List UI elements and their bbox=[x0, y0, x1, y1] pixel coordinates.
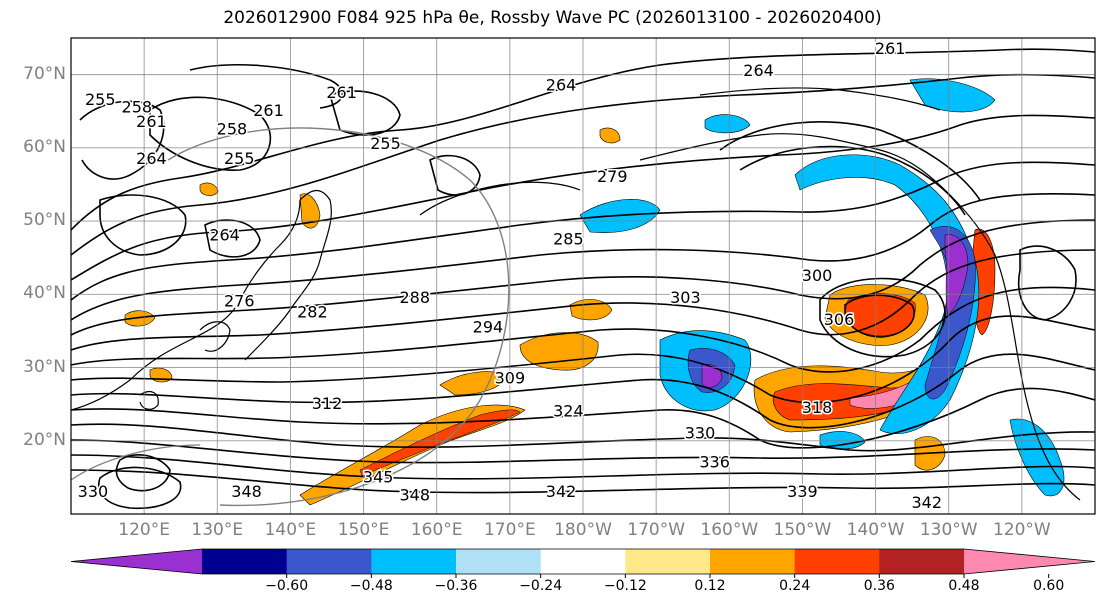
colorbar-extend-low bbox=[71, 549, 202, 574]
colorbar-segment bbox=[794, 549, 880, 574]
colorbar-tick-label: −0.48 bbox=[349, 578, 393, 594]
plot-frame bbox=[70, 37, 1096, 515]
colorbar bbox=[70, 548, 1096, 578]
contour-label: 306 bbox=[824, 310, 855, 329]
latitude-tick-label: 60°N bbox=[23, 136, 66, 157]
latitude-tick-label: 50°N bbox=[23, 210, 66, 231]
contour-label: 342 bbox=[546, 482, 577, 501]
contour-label: 261 bbox=[326, 83, 357, 102]
contour-label: 258 bbox=[122, 98, 153, 117]
contour-label: 264 bbox=[743, 61, 774, 80]
longitude-tick-label: 180°W bbox=[554, 520, 612, 540]
colorbar-segment bbox=[456, 549, 542, 574]
negative-anomaly-patch bbox=[909, 78, 996, 113]
colorbar-tick-label: −0.36 bbox=[434, 578, 478, 594]
extreme-negative-anomaly-arc bbox=[944, 234, 969, 316]
colorbar-segment bbox=[202, 549, 288, 574]
contour-label: 261 bbox=[875, 39, 906, 58]
longitude-tick-label: 160°E bbox=[410, 520, 463, 540]
contour-label: 282 bbox=[297, 303, 328, 322]
contour-label: 309 bbox=[495, 369, 526, 388]
contour-label: 276 bbox=[224, 292, 255, 311]
latitude-tick-label: 20°N bbox=[23, 429, 66, 450]
coastlines bbox=[71, 87, 1081, 501]
colorbar-extend-high bbox=[964, 549, 1095, 574]
contour-label: 264 bbox=[209, 226, 240, 245]
positive-anomaly-patch bbox=[124, 310, 156, 327]
colorbar-tick-label: 0.60 bbox=[1033, 578, 1065, 594]
contour-label: 258 bbox=[217, 120, 248, 139]
colorbar-tick-label: −0.60 bbox=[265, 578, 309, 594]
contour-label: 264 bbox=[546, 76, 577, 95]
colorbar-segment bbox=[371, 549, 457, 574]
longitude-tick-label: 130°W bbox=[919, 520, 978, 540]
gridlines bbox=[71, 38, 1095, 514]
positive-anomaly-patch bbox=[199, 182, 219, 196]
longitude-tick-label: 170°E bbox=[483, 520, 536, 540]
colorbar-segment bbox=[879, 549, 965, 574]
contour-label: 318 bbox=[802, 398, 833, 417]
latitude-tick-label: 70°N bbox=[23, 63, 66, 84]
positive-anomaly-patch bbox=[439, 371, 506, 396]
longitude-tick-label: 150°E bbox=[337, 520, 390, 540]
colorbar-tick-label: 0.48 bbox=[948, 578, 980, 594]
contour-label: 285 bbox=[553, 229, 584, 248]
contour-label: 312 bbox=[312, 394, 343, 413]
theta-e-contours bbox=[71, 48, 1095, 510]
longitude-tick-label: 170°W bbox=[627, 520, 686, 540]
positive-anomaly-patch bbox=[519, 332, 599, 371]
contour-label: 348 bbox=[399, 486, 430, 505]
colorbar-tick-label: 0.36 bbox=[863, 578, 895, 594]
contour-label: 255 bbox=[370, 134, 401, 153]
contour-label: 345 bbox=[363, 467, 394, 486]
contour-label: 261 bbox=[136, 112, 167, 131]
colorbar-segment bbox=[625, 549, 711, 574]
longitude-tick-label: 130°E bbox=[191, 520, 244, 540]
colorbar-tick-label: 0.12 bbox=[694, 578, 726, 594]
contour-label: 294 bbox=[473, 317, 504, 336]
contour-label: 255 bbox=[85, 90, 116, 109]
contour-label: 339 bbox=[787, 482, 818, 501]
contour-label: 336 bbox=[699, 453, 730, 472]
contour-label: 261 bbox=[253, 101, 284, 120]
longitude-tick-label: 140°W bbox=[846, 520, 905, 540]
colorbar-tick-label: −0.24 bbox=[519, 578, 563, 594]
contour-label: 342 bbox=[911, 493, 942, 512]
longitude-tick-label: 140°E bbox=[264, 520, 317, 540]
colorbar-segment bbox=[286, 549, 372, 574]
contour-label: 255 bbox=[224, 149, 255, 168]
contour-label: 288 bbox=[399, 288, 430, 307]
longitude-tick-label: 160°W bbox=[700, 520, 759, 540]
contour-label: 324 bbox=[553, 401, 584, 420]
positive-anomaly-patch bbox=[599, 127, 621, 144]
negative-anomaly-patch bbox=[704, 114, 751, 134]
chart-title: 2026012900 F084 925 hPa θe, Rossby Wave … bbox=[223, 8, 882, 28]
colorbar-outline bbox=[70, 548, 1096, 575]
contour-label: 300 bbox=[802, 266, 833, 285]
contour-label: 279 bbox=[597, 167, 628, 186]
positive-anomaly-patch bbox=[299, 193, 321, 229]
contour-label: 348 bbox=[231, 482, 262, 501]
contour-label: 330 bbox=[78, 482, 109, 501]
projection-arc-lower bbox=[71, 444, 201, 481]
contour-label: 264 bbox=[136, 149, 167, 168]
strong-positive-anomaly-band bbox=[359, 409, 521, 477]
latitude-tick-label: 30°N bbox=[23, 356, 66, 377]
extreme-negative-anomaly-region bbox=[701, 364, 723, 388]
projection-arc bbox=[167, 127, 510, 507]
longitude-tick-label: 150°W bbox=[773, 520, 832, 540]
colorbar-tick-label: 0.24 bbox=[779, 578, 811, 594]
colorbar-tick-label: −0.12 bbox=[603, 578, 647, 594]
longitude-tick-label: 120°E bbox=[118, 520, 170, 540]
longitude-tick-label: 120°W bbox=[992, 520, 1051, 540]
latitude-tick-label: 40°N bbox=[23, 283, 66, 304]
colorbar-segment bbox=[540, 549, 626, 574]
colorbar-segment bbox=[710, 549, 796, 574]
contour-label: 330 bbox=[685, 423, 716, 442]
contour-label: 303 bbox=[670, 288, 701, 307]
